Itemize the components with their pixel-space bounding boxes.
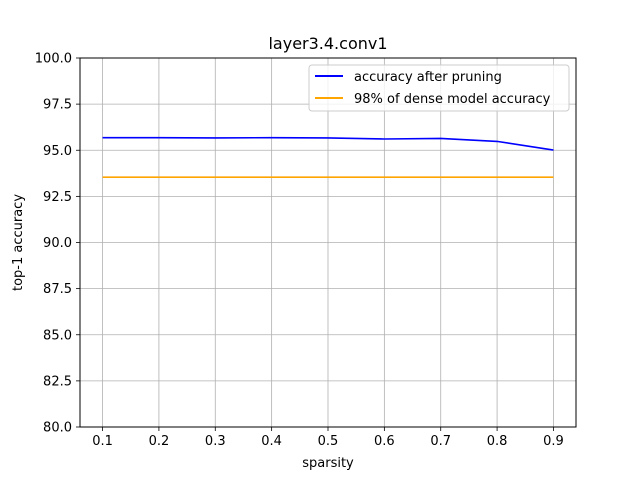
legend-box bbox=[308, 64, 570, 112]
y-tick-label: 95.0 bbox=[43, 144, 72, 159]
x-tick-label: 0.8 bbox=[487, 434, 508, 449]
series-lines bbox=[102, 136, 554, 178]
x-tick-label: 0.4 bbox=[261, 434, 282, 449]
axis-ticks: 0.1 0.2 0.3 0.4 0.5 0.6 0.7 0.8 0.9 80.0 82.5 85.0 8… bbox=[35, 52, 564, 450]
x-tick-label: 0.6 bbox=[374, 434, 395, 449]
y-tick-label: 100.0 bbox=[35, 52, 72, 67]
x-tick-label: 0.3 bbox=[205, 434, 226, 449]
y-tick-label: 97.5 bbox=[43, 98, 72, 113]
chart-title: layer3.4.conv1 bbox=[268, 34, 387, 53]
y-tick-label: 85.0 bbox=[43, 328, 72, 343]
y-axis-label: top-1 accuracy bbox=[11, 194, 26, 291]
y-tick-label: 92.5 bbox=[43, 190, 72, 205]
x-tick-label: 0.9 bbox=[543, 434, 564, 449]
series-line-accuracy-after-pruning bbox=[102, 136, 554, 151]
legend-label-dense-model-threshold: 98% of dense model accuracy bbox=[354, 92, 551, 107]
legend-label-accuracy-after-pruning: accuracy after pruning bbox=[354, 70, 502, 85]
y-tick-label: 87.5 bbox=[43, 282, 72, 297]
y-tick-label: 80.0 bbox=[43, 421, 72, 436]
x-tick-label: 0.1 bbox=[92, 434, 113, 449]
x-axis-label: sparsity bbox=[302, 456, 354, 471]
x-tick-label: 0.5 bbox=[318, 434, 339, 449]
y-tick-label: 82.5 bbox=[43, 374, 72, 389]
legend: accuracy after pruning 98% of dense mode… bbox=[308, 64, 570, 112]
x-tick-label: 0.7 bbox=[430, 434, 451, 449]
x-tick-label: 0.2 bbox=[149, 434, 170, 449]
y-tick-label: 90.0 bbox=[43, 236, 72, 251]
